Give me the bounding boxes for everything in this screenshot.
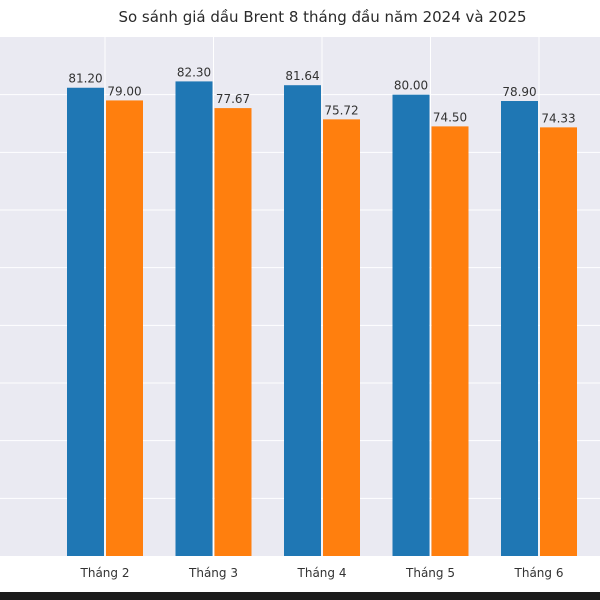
data-label: 82.30 [177,65,211,79]
bar-2024-2 [175,81,213,557]
bar-2024-1 [67,87,104,556]
chart-title: So sánh giá dầu Brent 8 tháng đầu năm 20… [118,8,527,26]
bar-2025-4 [431,126,469,556]
data-label: 74.50 [433,110,467,124]
bar-2025-1 [106,100,143,556]
bar-2025-2 [214,108,252,556]
bottom-edge [0,592,600,600]
bar-2024-4 [392,94,430,557]
data-label: 81.64 [285,69,319,83]
x-tick-label: Tháng 4 [297,566,347,580]
data-label: 81.20 [68,72,102,86]
data-label: 79.00 [107,84,141,98]
bar-2025-5 [540,127,577,556]
x-tick-label: Tháng 2 [80,566,130,580]
data-label: 77.67 [216,92,250,106]
bar-2024-3 [284,85,321,556]
data-label: 78.90 [502,85,536,99]
bar-2024-5 [501,101,538,556]
x-tick-label: Tháng 5 [405,566,455,580]
x-tick-label: Tháng 6 [514,566,564,580]
data-label: 75.72 [324,103,358,117]
data-label: 80.00 [394,79,428,93]
data-label: 74.33 [541,111,575,125]
bar-2025-3 [323,119,360,557]
x-tick-label: Tháng 3 [188,566,238,580]
